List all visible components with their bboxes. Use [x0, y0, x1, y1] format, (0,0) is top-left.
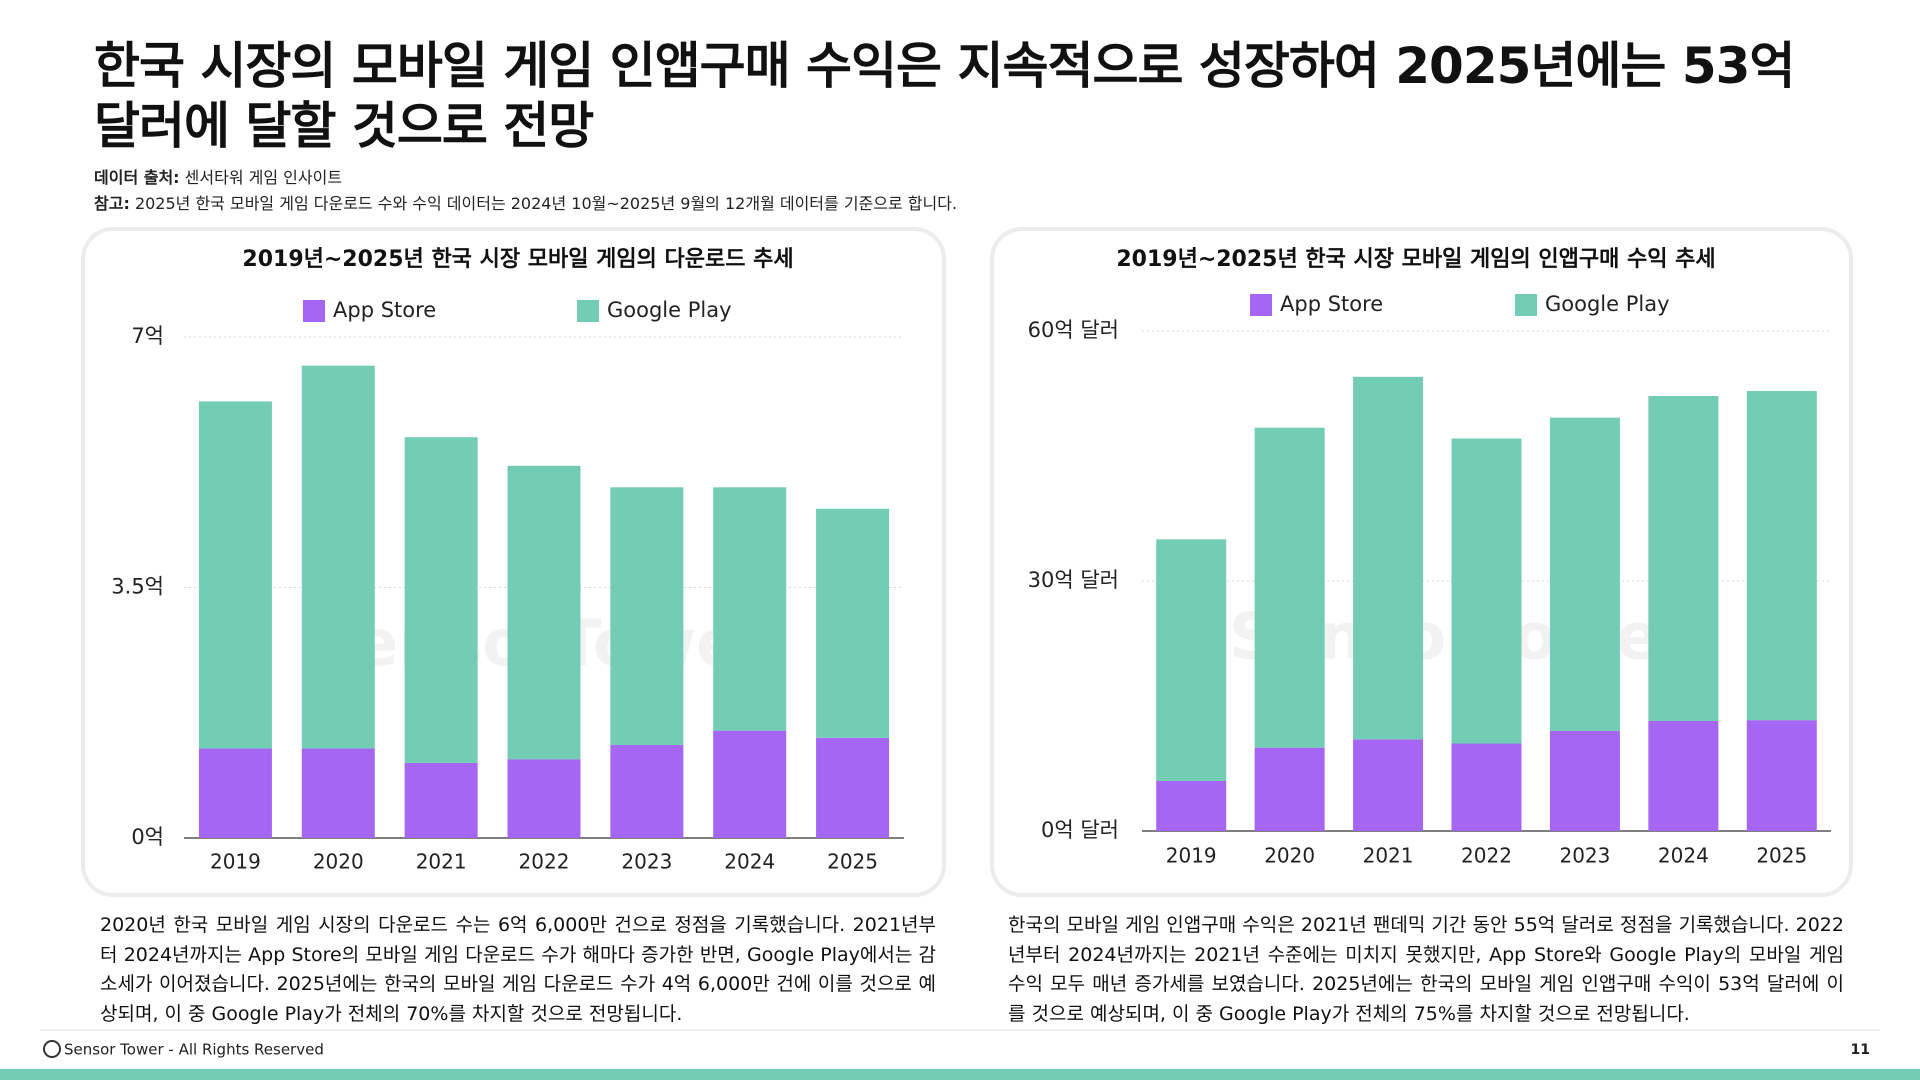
bar-segment: [301, 365, 375, 749]
bar-segment: [610, 744, 684, 838]
bar-segment: [1451, 743, 1522, 831]
description: 한국의 모바일 게임 인앱구매 수익은 2021년 팬데믹 기간 동안 55억 …: [1008, 914, 1844, 1025]
description: 2020년 한국 모바일 게임 시장의 다운로드 수는 6억 6,000만 건으…: [100, 914, 936, 1025]
chart-title: 2019년~2025년 한국 시장 모바일 게임의 다운로드 추세: [242, 247, 793, 272]
x-tick-label: 2021: [1363, 844, 1414, 868]
legend-label: Google Play: [607, 298, 732, 322]
x-tick-label: 2022: [1461, 844, 1512, 868]
bar-segment: [404, 762, 478, 838]
bar-segment: [1353, 739, 1424, 831]
bar-segment: [404, 437, 478, 763]
bar-segment: [1746, 720, 1817, 831]
y-tick-label: 0억: [131, 825, 164, 849]
source: 센서타워 게임 인사이트: [184, 168, 343, 187]
bar-segment: [1156, 539, 1227, 781]
bottom-band: [0, 1069, 1920, 1080]
x-tick-label: 2024: [724, 850, 775, 874]
x-tick-label: 2019: [210, 850, 261, 874]
legend-label: App Store: [333, 298, 436, 322]
bar-segment: [198, 748, 272, 838]
bar-segment: [713, 730, 787, 838]
y-tick-label: 0억 달러: [1041, 818, 1119, 842]
bar-segment: [1156, 781, 1227, 831]
bar-segment: [1254, 427, 1325, 748]
y-tick-label: 30억 달러: [1028, 568, 1119, 592]
bar-segment: [507, 465, 581, 760]
bar-segment: [713, 487, 787, 731]
bar-segment: [816, 737, 890, 838]
bar-segment: [610, 487, 684, 745]
footer: Sensor Tower - All Rights Reserved: [64, 1041, 324, 1059]
x-tick-label: 2020: [1264, 844, 1315, 868]
source-line: 데이터 출처: 센서타워 게임 인사이트: [94, 164, 342, 188]
legend-swatch: [1250, 294, 1272, 316]
bar-segment: [1549, 417, 1620, 731]
legend-label: App Store: [1280, 292, 1383, 316]
note-line: 참고: 2025년 한국 모바일 게임 다운로드 수와 수익 데이터는 2024…: [94, 190, 957, 214]
source-label: 데이터 출처:: [94, 168, 180, 187]
bar-segment: [1254, 747, 1325, 831]
bar-segment: [1648, 396, 1719, 721]
bar-segment: [1746, 391, 1817, 721]
x-tick-label: 2022: [519, 850, 570, 874]
x-tick-label: 2021: [416, 850, 467, 874]
y-tick-label: 3.5억: [111, 575, 164, 599]
x-tick-label: 2020: [313, 850, 364, 874]
legend-swatch: [577, 300, 599, 322]
y-tick-label: 7억: [131, 324, 164, 348]
legend-label: Google Play: [1545, 292, 1670, 316]
logo-icon: [43, 1040, 61, 1058]
x-tick-label: 2023: [1559, 844, 1610, 868]
legend-swatch: [1515, 294, 1537, 316]
x-tick-label: 2025: [1756, 844, 1807, 868]
chart-title: 2019년~2025년 한국 시장 모바일 게임의 인앱구매 수익 추세: [1116, 247, 1715, 272]
legend-swatch: [303, 300, 325, 322]
bar-segment: [816, 508, 890, 738]
x-tick-label: 2023: [621, 850, 672, 874]
bar-segment: [1353, 376, 1424, 740]
page-number: 11: [1851, 1042, 1870, 1058]
bar-segment: [1648, 721, 1719, 831]
x-tick-label: 2019: [1166, 844, 1217, 868]
note-label: 참고:: [94, 194, 130, 213]
bar-segment: [198, 401, 272, 749]
note: 2025년 한국 모바일 게임 다운로드 수와 수익 데이터는 2024년 10…: [134, 194, 958, 213]
x-tick-label: 2024: [1658, 844, 1709, 868]
bar-segment: [1451, 438, 1522, 744]
bar-segment: [1549, 731, 1620, 831]
bar-segment: [507, 759, 581, 838]
y-tick-label: 60억 달러: [1028, 318, 1119, 342]
bar-segment: [301, 748, 375, 838]
x-tick-label: 2025: [827, 850, 878, 874]
page-title: 한국 시장의 모바일 게임 인앱구매 수익은 지속적으로 성장하여 2025년에…: [94, 37, 1795, 155]
